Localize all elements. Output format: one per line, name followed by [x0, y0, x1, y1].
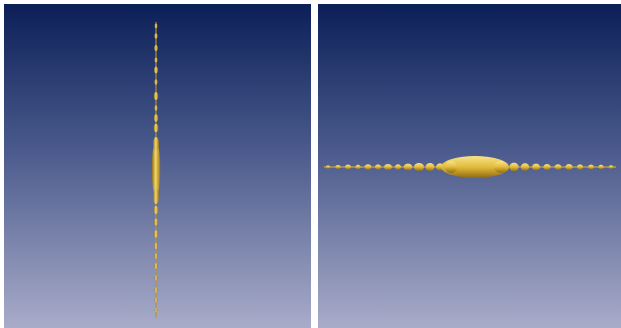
vertical-filament-structure	[151, 22, 161, 318]
right-render-panel	[318, 4, 621, 328]
right-render-canvas	[318, 4, 621, 328]
left-render-panel	[4, 4, 311, 328]
horizontal-filament-structure	[324, 156, 616, 178]
left-render-canvas	[4, 4, 311, 328]
